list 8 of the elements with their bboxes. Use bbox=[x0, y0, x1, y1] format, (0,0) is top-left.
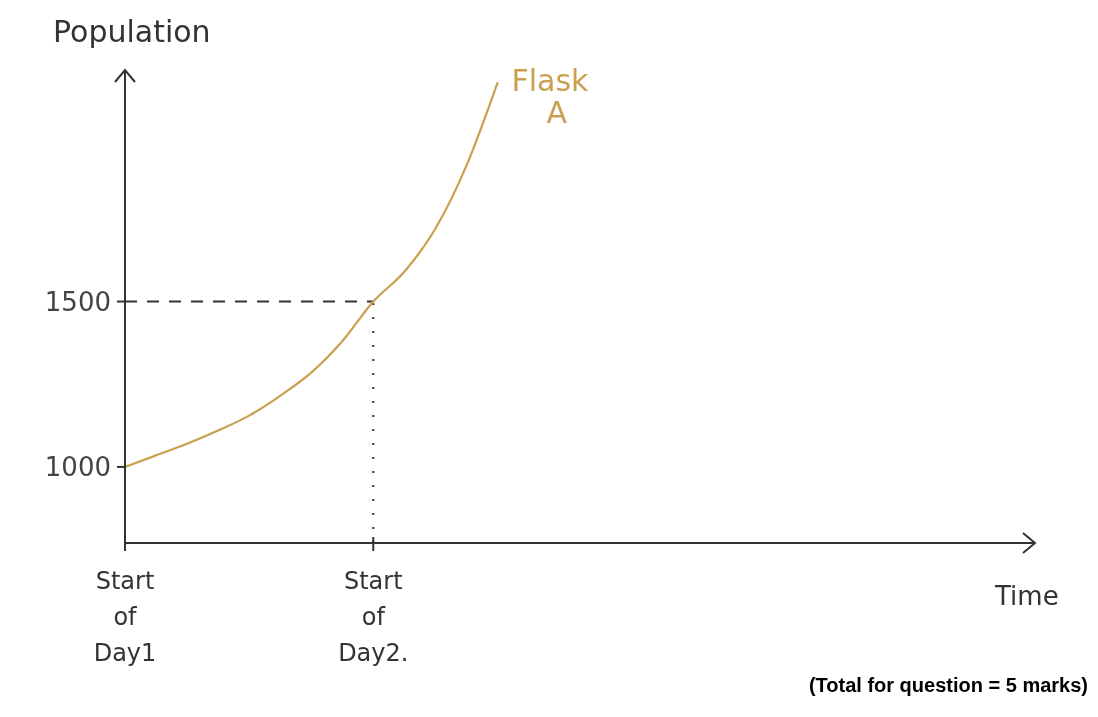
x-axis-title: Time bbox=[994, 581, 1059, 611]
y-axis-title: Population bbox=[53, 14, 211, 49]
y-tick-label: 1000 bbox=[44, 452, 111, 483]
y-tick-label: 1500 bbox=[44, 286, 111, 317]
x-tick-label: Start of Day1 bbox=[93, 567, 157, 667]
text: (Total for question = 5 marks) bbox=[808, 674, 1088, 696]
x-tick-label: Start of Day2. bbox=[338, 567, 409, 667]
series-label: Flask A bbox=[511, 63, 590, 131]
